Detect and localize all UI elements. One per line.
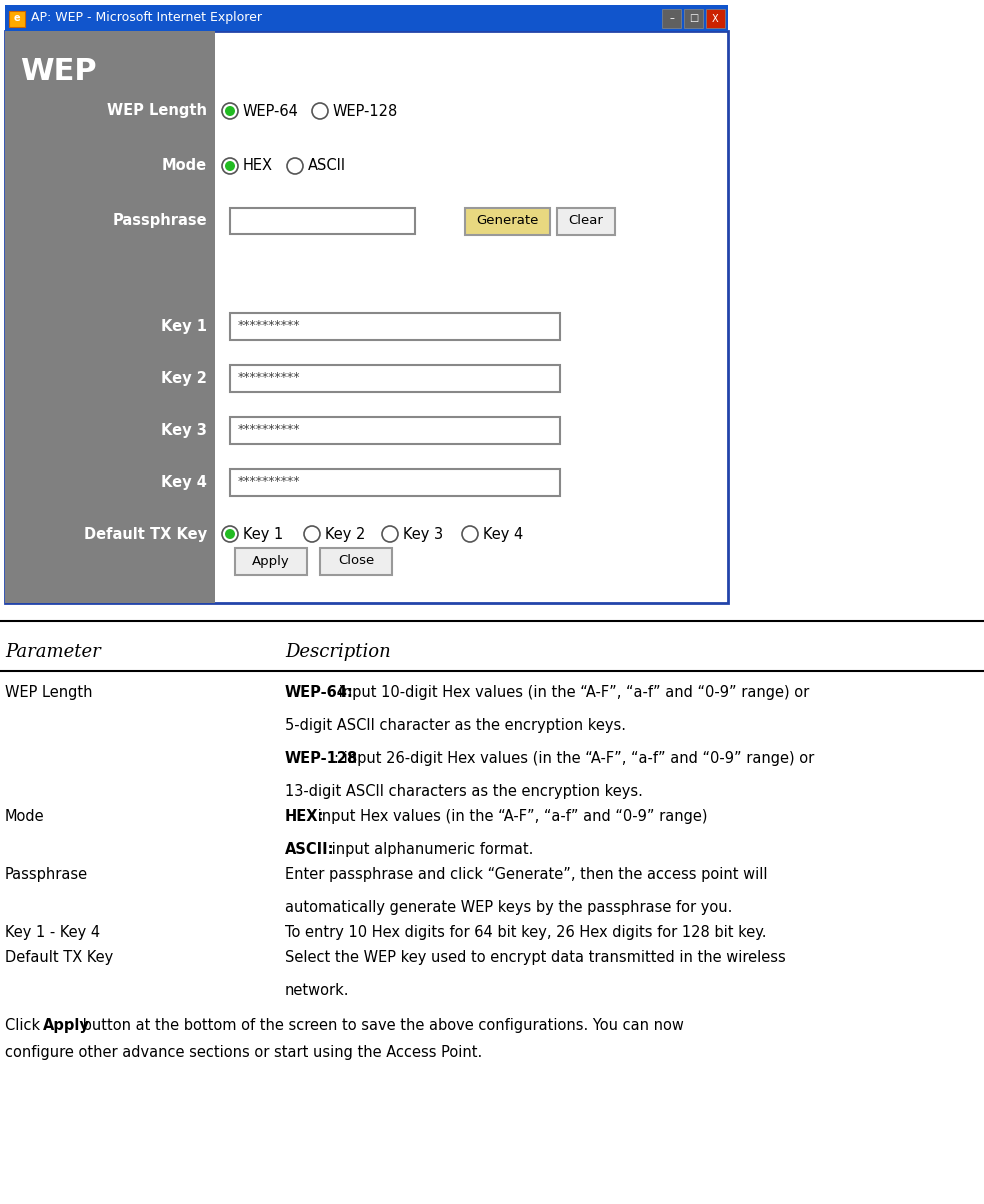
- Circle shape: [222, 104, 238, 119]
- Text: network.: network.: [285, 982, 349, 998]
- Text: 13-digit ASCII characters as the encryption keys.: 13-digit ASCII characters as the encrypt…: [285, 784, 643, 799]
- Circle shape: [287, 158, 303, 175]
- Bar: [235, 548, 307, 576]
- Text: Passphrase: Passphrase: [5, 867, 89, 883]
- Text: Apply: Apply: [252, 555, 290, 567]
- Circle shape: [225, 106, 235, 116]
- Text: Generate: Generate: [476, 214, 538, 228]
- Text: button at the bottom of the screen to save the above configurations. You can now: button at the bottom of the screen to sa…: [78, 1019, 684, 1033]
- Text: Key 3: Key 3: [403, 526, 443, 542]
- Text: Key 4: Key 4: [483, 526, 523, 542]
- Bar: [230, 208, 415, 234]
- Circle shape: [225, 161, 235, 171]
- Circle shape: [222, 526, 238, 542]
- Text: HEX: HEX: [243, 159, 273, 173]
- Text: automatically generate WEP keys by the passphrase for you.: automatically generate WEP keys by the p…: [285, 901, 732, 915]
- Text: WEP-128: WEP-128: [285, 751, 358, 766]
- Text: □: □: [689, 13, 698, 24]
- Bar: [230, 470, 560, 496]
- Text: Mode: Mode: [162, 159, 207, 173]
- Text: Clear: Clear: [569, 214, 603, 228]
- Text: Apply: Apply: [42, 1019, 90, 1033]
- Text: –: –: [669, 13, 674, 24]
- Text: Key 1: Key 1: [161, 319, 207, 334]
- Text: Key 4: Key 4: [161, 474, 207, 490]
- Text: ASCII:: ASCII:: [285, 842, 335, 857]
- Circle shape: [382, 526, 398, 542]
- Bar: [465, 208, 550, 235]
- Text: WEP Length: WEP Length: [107, 104, 207, 118]
- Text: **********: **********: [238, 476, 300, 489]
- Text: Default TX Key: Default TX Key: [5, 950, 113, 964]
- Bar: [684, 8, 703, 28]
- Bar: [706, 8, 725, 28]
- Circle shape: [225, 529, 235, 539]
- Text: input Hex values (in the “A-F”, “a-f” and “0-9” range): input Hex values (in the “A-F”, “a-f” an…: [313, 809, 707, 824]
- Text: configure other advance sections or start using the Access Point.: configure other advance sections or star…: [5, 1045, 482, 1060]
- Bar: [320, 548, 392, 576]
- Text: Select the WEP key used to encrypt data transmitted in the wireless: Select the WEP key used to encrypt data …: [285, 950, 786, 964]
- Text: Default TX Key: Default TX Key: [84, 526, 207, 542]
- Text: X: X: [712, 13, 719, 24]
- Text: 5-digit ASCII character as the encryption keys.: 5-digit ASCII character as the encryptio…: [285, 718, 626, 733]
- Text: input alphanumeric format.: input alphanumeric format.: [327, 842, 533, 857]
- Bar: [5, 5, 728, 31]
- Text: WEP-64:: WEP-64:: [285, 685, 354, 700]
- Text: **********: **********: [238, 424, 300, 437]
- Text: Click: Click: [5, 1019, 44, 1033]
- Text: Parameter: Parameter: [5, 643, 100, 661]
- Text: WEP-64: WEP-64: [243, 104, 299, 118]
- Text: HEX:: HEX:: [285, 809, 325, 824]
- Bar: [662, 8, 681, 28]
- Text: To entry 10 Hex digits for 64 bit key, 26 Hex digits for 128 bit key.: To entry 10 Hex digits for 64 bit key, 2…: [285, 925, 767, 940]
- Text: Close: Close: [338, 555, 374, 567]
- Circle shape: [304, 526, 320, 542]
- Text: input 10-digit Hex values (in the “A-F”, “a-f” and “0-9” range) or: input 10-digit Hex values (in the “A-F”,…: [334, 685, 809, 700]
- Text: Key 1: Key 1: [243, 526, 283, 542]
- Bar: [230, 313, 560, 340]
- Text: Key 1 - Key 4: Key 1 - Key 4: [5, 925, 100, 940]
- Text: WEP-128: WEP-128: [333, 104, 399, 118]
- Bar: [230, 365, 560, 393]
- Text: Passphrase: Passphrase: [112, 213, 207, 229]
- Bar: [9, 11, 25, 26]
- Text: e: e: [14, 13, 21, 23]
- Text: **********: **********: [238, 319, 300, 332]
- Bar: [230, 417, 560, 444]
- Bar: [5, 31, 728, 603]
- Text: ASCII: ASCII: [308, 159, 346, 173]
- Text: WEP: WEP: [20, 57, 96, 85]
- Bar: [5, 31, 215, 603]
- Text: Mode: Mode: [5, 809, 44, 824]
- Text: Enter passphrase and click “Generate”, then the access point will: Enter passphrase and click “Generate”, t…: [285, 867, 768, 883]
- Text: **********: **********: [238, 372, 300, 384]
- Text: Key 2: Key 2: [161, 371, 207, 385]
- Circle shape: [222, 158, 238, 175]
- Circle shape: [312, 104, 328, 119]
- Text: WEP Length: WEP Length: [5, 685, 92, 700]
- Text: Key 3: Key 3: [161, 423, 207, 437]
- Text: Key 2: Key 2: [325, 526, 365, 542]
- Text: AP: WEP - Microsoft Internet Explorer: AP: WEP - Microsoft Internet Explorer: [31, 12, 262, 24]
- Bar: [557, 208, 615, 235]
- Text: : input 26-digit Hex values (in the “A-F”, “a-f” and “0-9” range) or: : input 26-digit Hex values (in the “A-F…: [334, 751, 814, 766]
- Text: Description: Description: [285, 643, 391, 661]
- Circle shape: [462, 526, 478, 542]
